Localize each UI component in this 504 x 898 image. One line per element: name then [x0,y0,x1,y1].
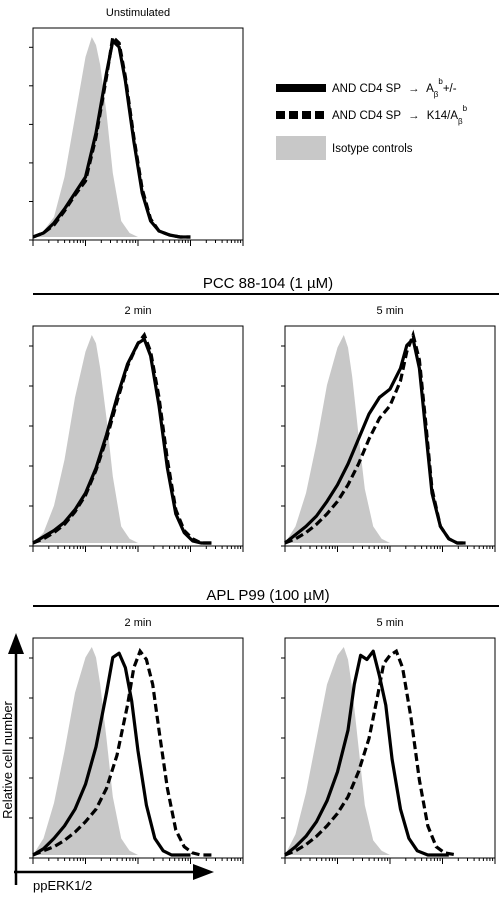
histogram-panel: Unstimulated [29,7,244,246]
y-axis-label: Relative cell number [0,700,15,818]
panel-title: 5 min [377,305,404,317]
legend-entry-filled: Isotype controls [332,143,413,155]
isotype-control-area [33,335,159,543]
histogram-panels: Unstimulated 2 min 5 min 2 min 5 min [29,7,496,864]
group-title-apl: APL P99 (100 µM) [206,587,329,604]
x-axis-label: ppERK1/2 [33,878,92,893]
panel-title: 2 min [125,305,152,317]
group-title-pcc: PCC 88-104 (1 µM) [203,275,333,292]
y-axis-arrow [8,633,24,885]
panel-title: Unstimulated [106,7,170,19]
histogram-panel: 5 min [281,617,496,864]
dashed-series-line [284,329,466,545]
histogram-panel: 2 min [29,305,244,552]
dashed-series-line [32,647,212,857]
histogram-panel: 2 min [29,617,244,864]
panel-title: 5 min [377,617,404,629]
isotype-control-area [285,335,411,543]
legend: AND CD4 SP → Aβb+/- AND CD4 SP → K14/Aβb… [276,77,468,160]
solid-series-line [32,651,191,857]
x-axis-arrow [14,864,214,880]
legend-entry-dashed: AND CD4 SP → K14/Aβb [332,104,468,126]
histogram-panel: 5 min [281,305,496,552]
dashed-series-line [32,33,191,239]
isotype-control-area [285,647,411,855]
panel-title: 2 min [125,617,152,629]
up-arrow-icon [8,633,24,654]
dashed-series-line [32,331,212,545]
legend-entry-solid: AND CD4 SP → Aβb+/- [332,77,457,99]
solid-series-line [284,649,449,857]
legend-swatch-filled [276,136,326,160]
dashed-series-line [284,648,458,857]
right-arrow-icon [193,864,214,880]
